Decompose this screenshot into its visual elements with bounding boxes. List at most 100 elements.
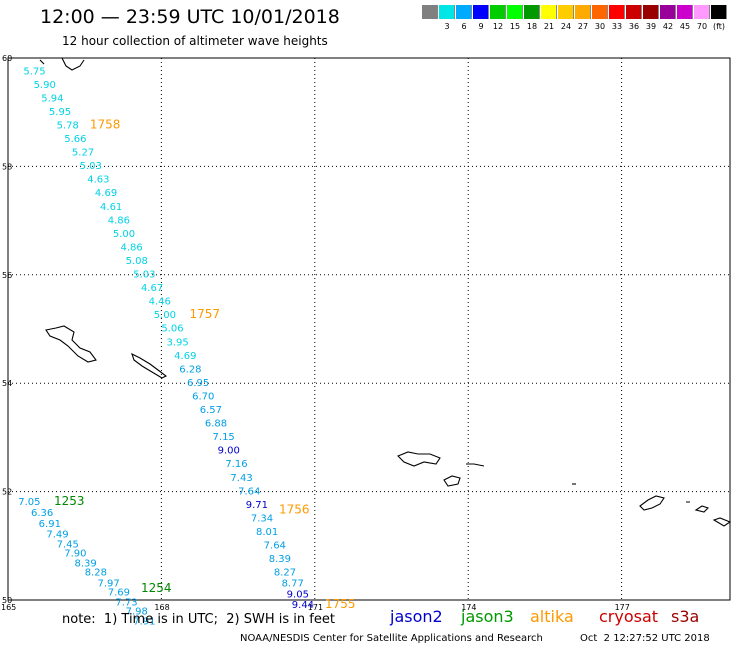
island-agattu (443, 475, 461, 487)
swh-value: 8.28 (85, 568, 107, 579)
legend-swatch (711, 5, 727, 19)
swh-value: 4.69 (95, 188, 117, 199)
legend-label: 21 (543, 22, 555, 31)
legend-label: 42 (662, 22, 674, 31)
swh-value: 4.67 (141, 283, 163, 294)
altimeter-tracks: 5.75 5.90 5.94 5.95 5.78 5.66 5.27 5.03 4.63 4.69… (18, 66, 355, 627)
lat-label: 58 (2, 162, 12, 171)
legend-swatch (660, 5, 676, 19)
legend-swatch (626, 5, 642, 19)
footer-note: note: 1) Time is in UTC; 2) SWH is in fe… (62, 612, 335, 627)
map-subtitle: 12 hour collection of altimeter wave hei… (62, 34, 328, 48)
lat-label: 56 (2, 271, 12, 280)
island-kiska (639, 495, 665, 511)
swh-value: 7.69 (108, 588, 130, 599)
legend-swatch (524, 5, 540, 19)
swh-value: 4.69 (174, 351, 196, 362)
legend-swatch (456, 5, 472, 19)
swh-value: 9.44 (292, 600, 314, 611)
mission-jason3: jason3 (461, 607, 514, 626)
legend-label: 70 (696, 22, 708, 31)
swh-value: 3.95 (167, 337, 189, 348)
legend-swatch (643, 5, 659, 19)
swh-value: 7.91 (133, 616, 155, 627)
swh-value: 5.66 (64, 134, 86, 145)
swh-value: 8.77 (282, 578, 304, 589)
swh-value: 7.45 (57, 539, 79, 550)
swh-value: 4.86 (108, 215, 130, 226)
swh-value: 7.64 (238, 486, 260, 497)
swh-value: 5.90 (34, 80, 56, 91)
swh-value: 5.08 (126, 256, 148, 267)
pass-time-label: 1254 (141, 581, 172, 595)
swh-value: 7.73 (115, 597, 137, 608)
legend-label: 15 (509, 22, 521, 31)
legend-swatch (507, 5, 523, 19)
legend-swatch (694, 5, 710, 19)
swh-value: 6.36 (31, 508, 53, 519)
legend-swatch (558, 5, 574, 19)
lon-label: 174 (461, 603, 476, 612)
pass-time-label: 1758 (90, 117, 121, 131)
swh-value: 6.57 (200, 405, 222, 416)
swh-value: 7.90 (64, 549, 86, 560)
island-attu (397, 451, 441, 467)
lon-label: 171 (308, 603, 323, 612)
coast-kamchatka-tip (39, 57, 85, 71)
swh-value: 7.34 (251, 513, 273, 524)
legend-label: (ft) (712, 22, 726, 31)
swh-value: 7.64 (264, 541, 286, 552)
swh-value: 4.86 (120, 242, 142, 253)
swh-value: 4.63 (87, 175, 109, 186)
lat-label: 50 (2, 596, 12, 605)
map-frame (7, 57, 731, 601)
pass-time-label: 1253 (54, 494, 85, 508)
legend-label: 3 (444, 22, 450, 31)
legend-swatch (609, 5, 625, 19)
swh-value: 5.06 (161, 324, 183, 335)
footer-timestamp: Oct 2 12:27:52 UTC 2018 (580, 633, 710, 644)
island-semichi (466, 463, 485, 467)
swh-value: 5.00 (113, 229, 135, 240)
island-bering (45, 325, 97, 363)
swh-value: 7.98 (126, 607, 148, 618)
legend-swatch (541, 5, 557, 19)
lat-lon-grid (7, 57, 731, 601)
lat-label: 52 (2, 488, 12, 497)
swh-value: 8.27 (274, 568, 296, 579)
legend-swatch (439, 5, 455, 19)
swh-value: 5.03 (133, 270, 155, 281)
swh-value: 8.01 (256, 527, 278, 538)
swh-value: 7.16 (225, 459, 247, 470)
pass-time-label: 1757 (190, 307, 221, 321)
mission-cryosat: cryosat (599, 607, 659, 626)
swh-value: 6.28 (179, 364, 201, 375)
coastline (39, 57, 732, 527)
swh-value: 9.00 (218, 446, 240, 457)
mission-s3a: s3a (671, 607, 700, 626)
swh-value: 6.70 (192, 391, 214, 402)
swh-value: 6.95 (187, 378, 209, 389)
legend-swatch (422, 5, 438, 19)
swh-value: 6.88 (205, 419, 227, 430)
map-title: 12:00 — 23:59 UTC 10/01/2018 (40, 6, 340, 28)
mission-jason2: jason2 (390, 607, 443, 626)
legend-swatch (592, 5, 608, 19)
legend-swatch (677, 5, 693, 19)
mission-altika: altika (530, 607, 574, 626)
pass-time-label: 1755 (325, 597, 356, 611)
swh-value: 7.43 (230, 473, 252, 484)
swh-value: 5.95 (49, 107, 71, 118)
track-jason3-south: 7.056.366.917.497.457.908.398.287.977.69… (18, 494, 171, 627)
lat-label: 54 (2, 379, 12, 388)
swh-value: 9.71 (246, 500, 268, 511)
lon-label: 168 (154, 603, 169, 612)
swh-value: 9.05 (287, 589, 309, 600)
swh-value: 8.39 (74, 558, 96, 569)
legend-label: 18 (526, 22, 538, 31)
swh-value: 5.78 (57, 120, 79, 131)
legend-label: 36 (628, 22, 640, 31)
legend-label: 39 (645, 22, 657, 31)
